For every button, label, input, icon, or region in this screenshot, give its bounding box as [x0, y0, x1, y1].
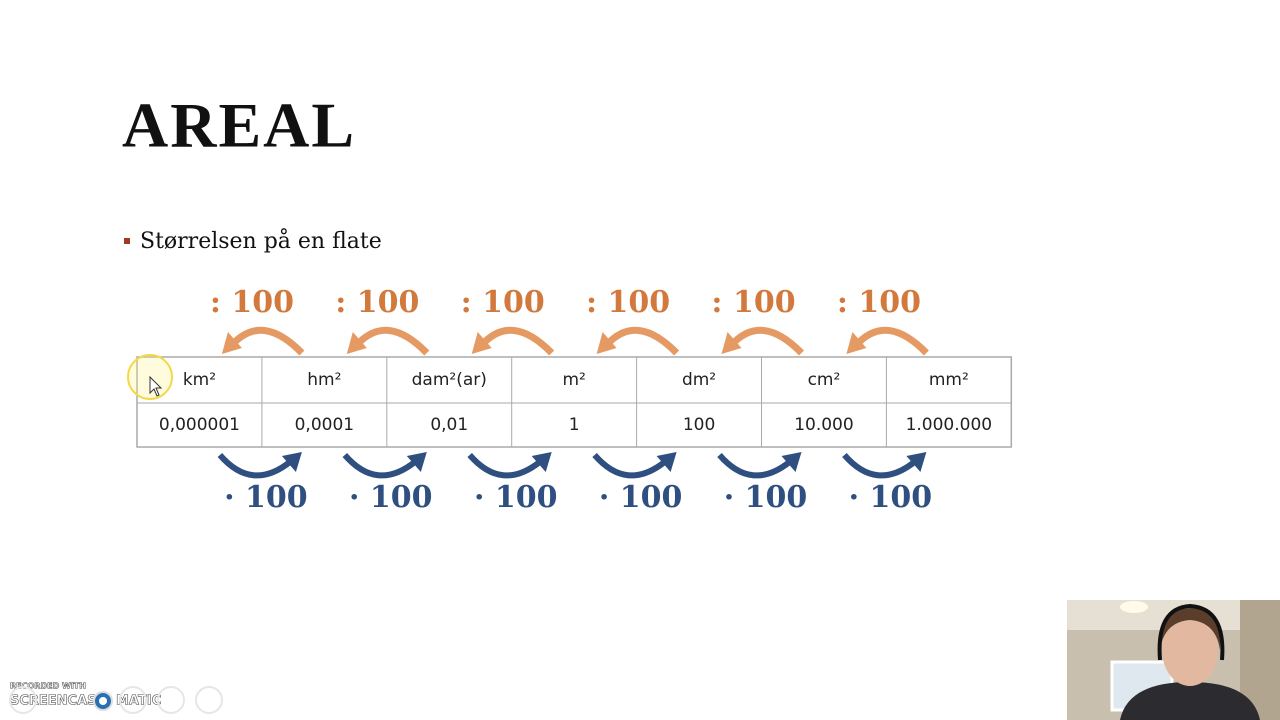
multiply-arrow	[842, 452, 917, 479]
table-border	[136, 356, 1013, 448]
table-header: dam²(ar)	[412, 370, 487, 390]
table-cell: 0,01	[430, 415, 468, 435]
lamp	[1120, 601, 1148, 613]
multiply-label: · 100	[474, 480, 558, 515]
table-header: mm²	[929, 370, 969, 390]
watermark-line3: MATIC	[116, 694, 161, 709]
multiply-arrowhead	[406, 452, 427, 472]
divide-arrow	[604, 326, 680, 356]
bullet-marker	[124, 238, 130, 244]
divide-label: : 100	[461, 285, 545, 320]
toolbar-button[interactable]	[9, 686, 37, 714]
multiply-arrowhead	[531, 452, 552, 472]
screencast-watermark: RECORDED WITH SCREENCAST MATIC	[9, 681, 223, 714]
multiply-arrow	[217, 452, 292, 479]
divide-arrowhead	[471, 332, 492, 354]
table-cell: 100	[683, 415, 715, 435]
unit-table: km² hm² dam²(ar) m² dm² cm² mm² 0,000001 0,0001 0…	[136, 356, 1013, 448]
conversion-arrows: : 100 : 100 : 100 : 100 : 100 : 100 · 100 · 100…	[210, 285, 932, 515]
watermark-logo-dot	[99, 697, 107, 705]
watermark-line1: RECORDED WITH	[10, 682, 86, 691]
table-cell: 1	[569, 415, 580, 435]
divide-arrow	[354, 326, 430, 356]
table-cell: 0,0001	[295, 415, 354, 435]
multiply-arrowhead	[781, 452, 802, 472]
person-hair	[1160, 608, 1221, 650]
multiply-label: · 100	[849, 480, 933, 515]
divide-arrow	[728, 326, 805, 356]
multiply-label: · 100	[599, 480, 683, 515]
webcam	[1067, 600, 1280, 720]
person-face	[1162, 614, 1218, 686]
divide-label: : 100	[335, 285, 419, 320]
table-header: km²	[183, 370, 216, 390]
divide-arrow	[853, 326, 929, 356]
toolbar-button[interactable]	[157, 686, 185, 714]
bullet-text: Størrelsen på en flate	[140, 227, 382, 254]
divide-label: : 100	[586, 285, 670, 320]
multiply-arrow	[717, 452, 792, 479]
divide-label: : 100	[210, 285, 294, 320]
divide-arrowhead	[596, 332, 617, 354]
person-body	[1120, 682, 1260, 720]
multiply-arrow	[467, 452, 542, 479]
table-cell: 0,000001	[159, 415, 240, 435]
divide-arrow	[479, 326, 555, 356]
divide-arrow	[229, 326, 305, 356]
multiply-arrowhead	[656, 452, 677, 472]
multiply-arrow	[342, 452, 417, 479]
multiply-label: · 100	[724, 480, 808, 515]
table-cell: 1.000.000	[906, 415, 993, 435]
table-cell: 10.000	[794, 415, 853, 435]
table-header: dm²	[682, 370, 716, 390]
watermark-line2: SCREENCAST	[10, 694, 106, 709]
table-header: m²	[562, 370, 585, 390]
divide-arrowhead	[846, 332, 867, 354]
multiply-label: · 100	[224, 480, 308, 515]
table-header: cm²	[808, 370, 841, 390]
divide-label: : 100	[711, 285, 795, 320]
headset	[1157, 603, 1225, 661]
divide-arrowhead	[721, 332, 742, 354]
multiply-label: · 100	[349, 480, 433, 515]
divide-arrowhead	[346, 332, 367, 354]
toolbar-button[interactable]	[119, 686, 147, 714]
toolbar-button[interactable]	[195, 686, 223, 714]
multiply-arrow	[592, 452, 667, 479]
multiply-arrowhead	[281, 452, 302, 472]
divide-arrowhead	[221, 332, 242, 354]
slide-title: AREAL	[122, 90, 356, 161]
divide-label: : 100	[837, 285, 921, 320]
table-header: hm²	[307, 370, 341, 390]
mouse-cursor	[149, 375, 163, 397]
multiply-arrowhead	[906, 452, 927, 472]
